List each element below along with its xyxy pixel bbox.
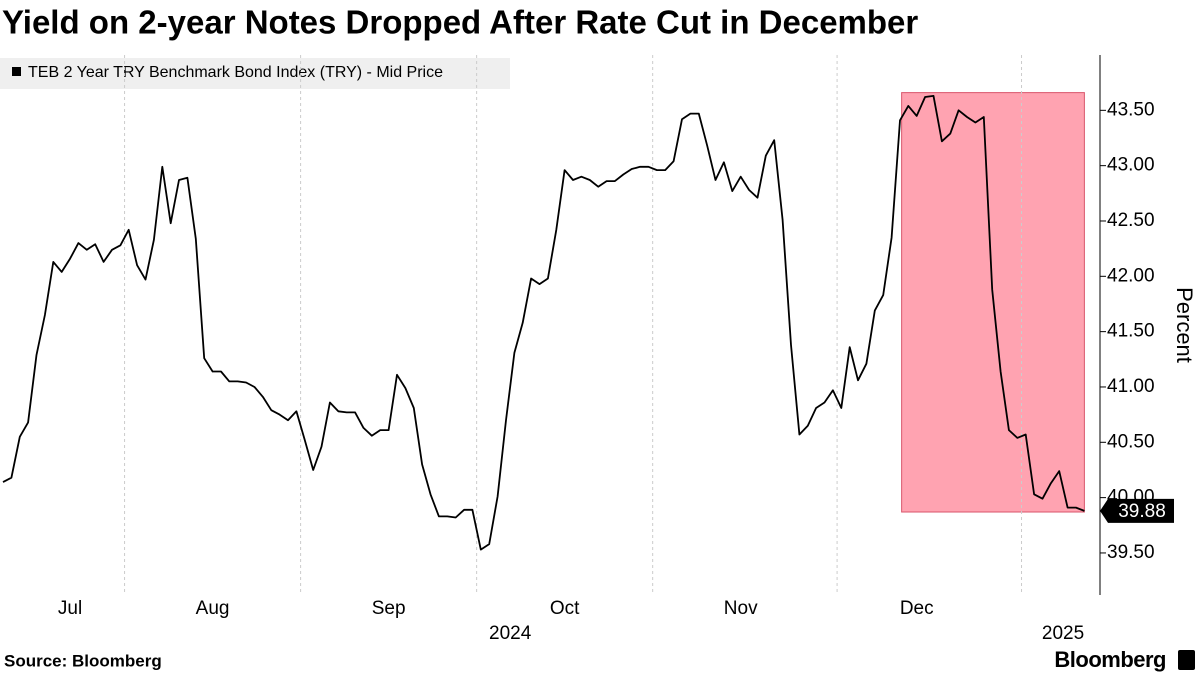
legend-box xyxy=(0,58,510,89)
x-tick-label: Aug xyxy=(196,598,230,619)
line xyxy=(2,95,1085,551)
y-tick-label: 43.50 xyxy=(1107,99,1155,120)
brand-icon xyxy=(1178,650,1195,670)
x-group-label: 2025 xyxy=(1042,623,1084,644)
y-tick-label: 42.00 xyxy=(1107,265,1155,286)
legend-label: TEB 2 Year TRY Benchmark Bond Index (TRY… xyxy=(28,64,443,81)
x-tick-label: Oct xyxy=(550,598,580,619)
chart-title: Yield on 2-year Notes Dropped After Rate… xyxy=(2,4,918,41)
x-tick-label: Nov xyxy=(724,598,758,619)
x-tick-label: Jul xyxy=(58,598,82,619)
x-group-label: 2024 xyxy=(489,623,532,644)
x-tick-label: Dec xyxy=(900,598,934,619)
x-tick-label: Sep xyxy=(372,598,406,619)
legend-swatch xyxy=(12,67,21,76)
y-tick-label: 40.50 xyxy=(1107,431,1155,452)
y-tick-label: 43.00 xyxy=(1107,155,1155,176)
y-axis-label: Percent xyxy=(1172,287,1197,363)
y-tick-label: 41.00 xyxy=(1107,376,1155,397)
y-tick-label: 42.50 xyxy=(1107,210,1155,231)
source: Source: Bloomberg xyxy=(4,651,162,670)
y-tick-label: 39.50 xyxy=(1107,542,1155,563)
last-value-label: 39.88 xyxy=(1118,501,1166,522)
y-tick-label: 41.50 xyxy=(1107,321,1155,342)
brand: Bloomberg xyxy=(1054,647,1166,672)
last-value-tag xyxy=(1100,498,1174,523)
